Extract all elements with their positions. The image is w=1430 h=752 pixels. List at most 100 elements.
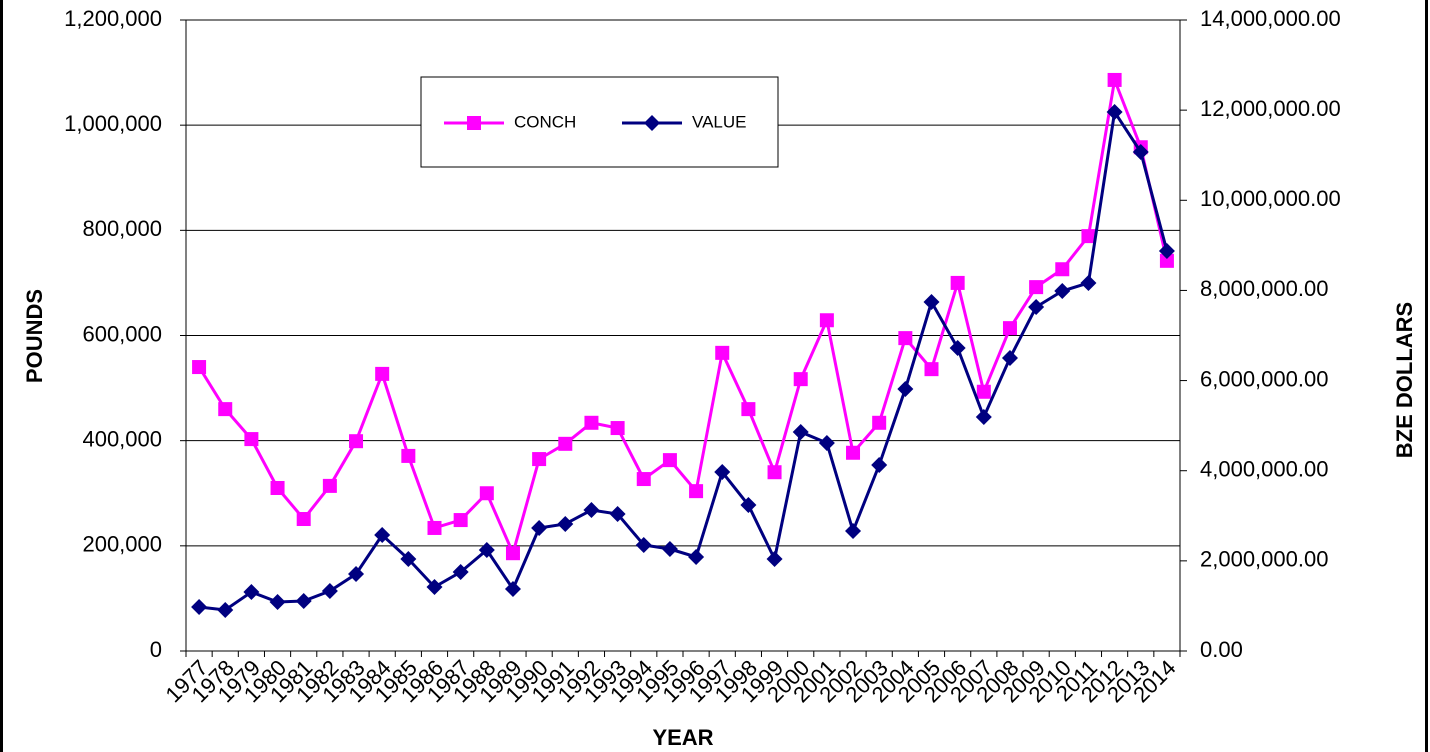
- marker: [949, 339, 966, 356]
- marker: [504, 580, 521, 597]
- marker: [792, 423, 809, 440]
- series-line: [197, 74, 1169, 558]
- marker: [661, 541, 678, 558]
- marker: [1001, 349, 1018, 366]
- legend-label: CONCH: [514, 112, 576, 131]
- marker: [453, 513, 468, 528]
- marker: [845, 523, 862, 540]
- marker: [348, 566, 365, 583]
- marker: [741, 402, 756, 417]
- y-tick-label: 1,000,000: [64, 111, 162, 136]
- y-axis-title: POUNDS: [22, 289, 47, 383]
- marker: [923, 294, 940, 311]
- marker: [583, 502, 600, 519]
- y2-tick-label: 10,000,000.00: [1200, 186, 1341, 211]
- marker: [714, 464, 731, 481]
- y2-axis-title: BZE DOLLARS: [1392, 302, 1417, 458]
- marker: [662, 453, 677, 468]
- marker: [505, 546, 520, 561]
- marker: [1159, 253, 1174, 268]
- marker: [531, 520, 548, 537]
- marker: [322, 478, 337, 493]
- marker: [479, 486, 494, 501]
- marker: [767, 465, 782, 480]
- y2-tick-label: 12,000,000.00: [1200, 96, 1341, 121]
- y2-tick-label: 0.00: [1200, 637, 1243, 662]
- y-tick-label: 1,200,000: [64, 6, 162, 31]
- y-tick-label: 0: [150, 637, 162, 662]
- marker: [740, 497, 757, 514]
- marker: [871, 456, 888, 473]
- marker: [374, 526, 391, 543]
- marker: [270, 480, 285, 495]
- marker: [467, 116, 481, 130]
- marker: [1107, 72, 1122, 87]
- marker: [846, 445, 861, 460]
- marker: [244, 432, 259, 447]
- marker: [296, 512, 311, 527]
- marker: [1081, 229, 1096, 244]
- y2-tick-label: 2,000,000.00: [1200, 547, 1328, 572]
- marker: [793, 372, 808, 387]
- marker: [400, 551, 417, 568]
- marker: [269, 594, 286, 611]
- marker: [557, 515, 574, 532]
- marker: [1132, 144, 1149, 161]
- marker: [1002, 321, 1017, 336]
- marker: [243, 584, 260, 601]
- marker: [897, 380, 914, 397]
- marker: [689, 484, 704, 499]
- marker: [1106, 103, 1123, 120]
- x-axis-title: YEAR: [652, 725, 713, 750]
- marker: [715, 345, 730, 360]
- marker: [635, 536, 652, 553]
- marker: [375, 366, 390, 381]
- marker: [819, 313, 834, 328]
- y-tick-label: 800,000: [82, 216, 162, 241]
- marker: [584, 415, 599, 430]
- marker: [1054, 283, 1071, 300]
- marker: [192, 360, 207, 375]
- legend-label: VALUE: [692, 112, 747, 131]
- marker: [427, 520, 442, 535]
- marker: [478, 541, 495, 558]
- marker: [924, 362, 939, 377]
- marker: [295, 593, 312, 610]
- y2-tick-label: 14,000,000.00: [1200, 6, 1341, 31]
- marker: [401, 448, 416, 463]
- y2-tick-label: 6,000,000.00: [1200, 366, 1328, 391]
- marker: [532, 452, 547, 467]
- marker: [191, 599, 208, 616]
- y-tick-label: 600,000: [82, 321, 162, 346]
- marker: [217, 601, 234, 618]
- marker: [426, 578, 443, 595]
- marker: [1028, 299, 1045, 316]
- marker: [610, 421, 625, 436]
- series-line: [198, 107, 1169, 612]
- marker: [766, 551, 783, 568]
- marker: [975, 408, 992, 425]
- marker: [644, 115, 660, 131]
- y-tick-label: 400,000: [82, 426, 162, 451]
- marker: [321, 583, 338, 600]
- marker: [950, 275, 965, 290]
- marker: [1080, 274, 1097, 291]
- marker: [349, 434, 364, 449]
- marker: [976, 384, 991, 399]
- marker: [688, 548, 705, 565]
- y2-tick-label: 4,000,000.00: [1200, 457, 1328, 482]
- marker: [452, 563, 469, 580]
- y2-tick-label: 8,000,000.00: [1200, 276, 1328, 301]
- marker: [898, 331, 913, 346]
- y-tick-label: 200,000: [82, 532, 162, 557]
- marker: [558, 436, 573, 451]
- marker: [818, 434, 835, 451]
- marker: [218, 402, 233, 417]
- marker: [1029, 280, 1044, 295]
- marker: [872, 415, 887, 430]
- marker: [1055, 262, 1070, 277]
- marker: [609, 505, 626, 522]
- marker: [1158, 242, 1175, 259]
